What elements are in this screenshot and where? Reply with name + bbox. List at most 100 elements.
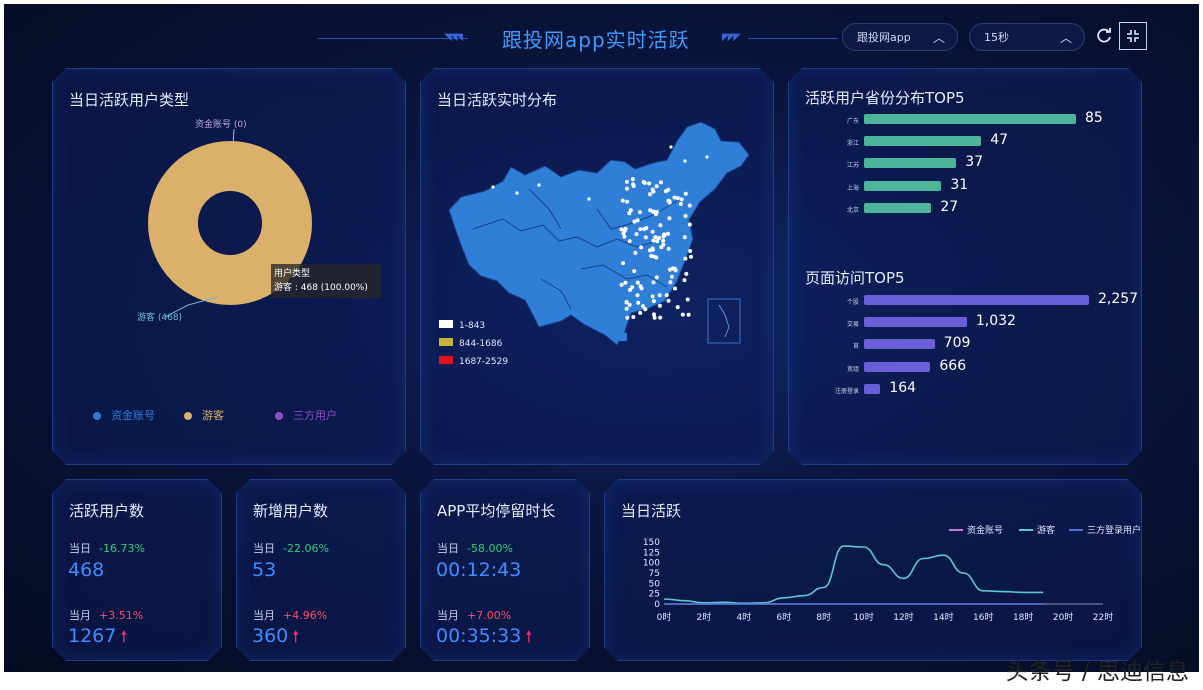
map-dot: [651, 230, 655, 234]
map-dot: [587, 197, 590, 200]
stat-day-label: 当日: [69, 542, 91, 555]
y-tick-label: 25: [649, 590, 660, 600]
bar-category-label: 个股: [846, 299, 859, 306]
x-tick-label: 14时: [933, 611, 953, 623]
stat-month-pct: +4.96%: [283, 609, 328, 622]
bar-value-label: 666: [939, 357, 967, 374]
bar-category-label: 注册登录: [834, 387, 859, 395]
map-dot: [676, 196, 680, 200]
bar[interactable]: [864, 114, 1076, 124]
legend-item-guest[interactable]: 游客: [184, 407, 274, 423]
bar-category-label: 江苏: [846, 162, 859, 170]
bar-value-label: 27: [940, 198, 959, 215]
legend-label: 游客: [202, 409, 224, 422]
map-mainland[interactable]: [449, 122, 749, 345]
y-tick-label: 50: [649, 579, 661, 589]
stat-month-pct: +3.51%: [99, 609, 144, 622]
bar-category-label: 上海: [846, 184, 859, 192]
map-dot: [625, 300, 629, 304]
map-dot: [648, 192, 652, 196]
map-dot: [639, 245, 643, 249]
map-dot: [652, 312, 656, 316]
map-dot: [666, 232, 670, 236]
user-type-panel: 当日活跃用户类型 资金账号 (0) 游客 (468) 用户类型 游客 : 468…: [52, 68, 406, 465]
china-map: [421, 69, 773, 369]
daily-active-title: 当日活跃: [621, 502, 682, 520]
map-dot: [631, 177, 635, 181]
donut-slice-guest[interactable]: [173, 166, 287, 280]
app-select[interactable]: 跟投网app ︿: [842, 23, 958, 51]
bar[interactable]: [864, 295, 1089, 305]
arrow-up-icon: 🠕: [525, 627, 533, 646]
y-tick-label: 75: [649, 569, 660, 579]
bar[interactable]: [864, 203, 931, 213]
map-dot: [632, 269, 636, 273]
map-dot: [491, 185, 494, 188]
series-line-游客[interactable]: [664, 546, 1043, 603]
map-dot: [621, 199, 625, 203]
bar[interactable]: [864, 181, 941, 191]
map-dot: [622, 235, 626, 239]
map-legend-swatch: [439, 320, 453, 328]
stat-month-pct: +7.00%: [467, 609, 512, 622]
bar[interactable]: [864, 136, 981, 146]
map-dot: [653, 235, 657, 239]
bar[interactable]: [864, 362, 930, 372]
map-dot: [667, 216, 671, 220]
map-dot: [620, 227, 624, 231]
map-legend-item[interactable]: 844-1686: [439, 335, 508, 353]
stat-panel-avg-duration: APP平均停留时长 当日 -58.00% 00:12:43 当月 +7.00% 00…: [420, 479, 590, 661]
interval-select[interactable]: 15秒 ︿: [969, 23, 1085, 51]
map-legend-label: 844-1686: [459, 339, 503, 349]
map-dot: [667, 299, 671, 303]
map-dot: [683, 235, 687, 239]
tooltip-title: 用户类型: [274, 269, 311, 279]
map-legend-item[interactable]: 1687-2529: [439, 353, 508, 371]
map-dot: [683, 159, 686, 162]
map-hainan[interactable]: [619, 331, 627, 341]
bar-category-label: 宽组: [846, 365, 859, 373]
bar[interactable]: [864, 317, 967, 327]
stat-month-label: 当月: [69, 609, 91, 622]
map-dot: [673, 196, 677, 200]
bar[interactable]: [864, 384, 880, 394]
map-dot: [658, 293, 662, 297]
map-dot: [681, 313, 685, 317]
map-dot: [658, 304, 662, 308]
stat-month-row: 当月 +4.96%: [253, 607, 327, 623]
bar[interactable]: [864, 158, 956, 168]
stat-day-row: 当日 -16.73%: [69, 540, 145, 556]
bar-category-label: 北京: [846, 206, 859, 214]
y-tick-label: 150: [643, 538, 660, 548]
y-tick-label: 100: [643, 559, 660, 569]
map-dot: [643, 307, 647, 311]
legend-item-funds[interactable]: 资金账号: [93, 407, 183, 423]
map-dot: [688, 223, 692, 227]
bar[interactable]: [864, 339, 935, 349]
stat-day-pct: -22.06%: [283, 542, 329, 555]
map-dot: [655, 275, 659, 279]
collapse-icon[interactable]: [1119, 22, 1147, 50]
bar-value-label: 1,032: [975, 313, 1016, 330]
map-dot: [537, 183, 540, 186]
bar-category-label: 交易: [846, 321, 859, 329]
map-dot: [636, 281, 640, 285]
legend-item-third-party[interactable]: 三方用户: [275, 407, 375, 423]
legend-label[interactable]: 资金账号: [967, 524, 1003, 536]
map-dot: [623, 281, 627, 285]
map-dot: [625, 187, 629, 191]
daily-active-panel: 当日活跃 0 25 50 75 100 125 150 0时 2时 4时 6时 8时 10时 12时 14时…: [604, 479, 1142, 661]
map-dot: [643, 181, 647, 185]
map-dot: [630, 285, 634, 289]
map-title: 当日活跃实时分布: [437, 91, 558, 109]
legend-label[interactable]: 游客: [1037, 524, 1055, 536]
map-dot: [636, 301, 640, 305]
bar-category-label: 浙江: [846, 140, 859, 148]
map-dot: [629, 208, 633, 212]
map-activity-dots: [491, 145, 708, 319]
legend-label[interactable]: 三方登录用户: [1087, 524, 1141, 536]
refresh-icon[interactable]: [1090, 22, 1118, 50]
bar-value-label: 164: [889, 379, 917, 396]
map-legend-item[interactable]: 1-843: [439, 317, 508, 335]
